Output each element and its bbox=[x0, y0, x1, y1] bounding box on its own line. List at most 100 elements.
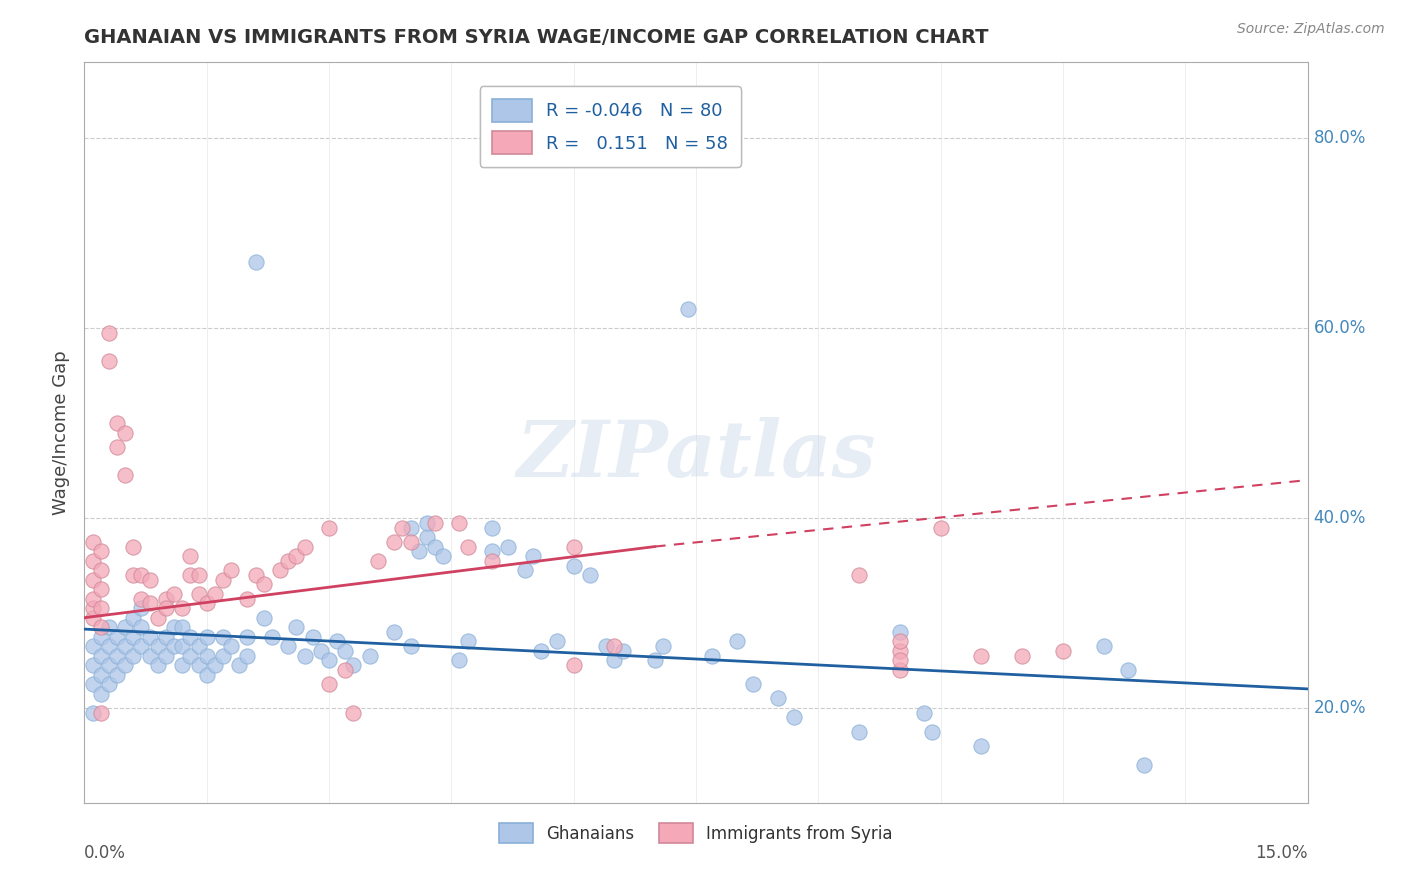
Text: Source: ZipAtlas.com: Source: ZipAtlas.com bbox=[1237, 22, 1385, 37]
Point bbox=[90, 601, 112, 615]
Point bbox=[498, 540, 520, 554]
Point bbox=[114, 658, 136, 673]
Point bbox=[212, 648, 235, 663]
Point bbox=[236, 591, 259, 606]
Point bbox=[204, 658, 226, 673]
Point bbox=[546, 634, 568, 648]
Point bbox=[595, 639, 617, 653]
Point bbox=[367, 554, 389, 568]
Point bbox=[562, 558, 585, 573]
Point bbox=[97, 639, 120, 653]
Point bbox=[179, 648, 201, 663]
Point bbox=[269, 563, 291, 577]
Point bbox=[105, 667, 128, 681]
Point bbox=[530, 644, 553, 658]
Point bbox=[277, 554, 299, 568]
Point bbox=[301, 630, 323, 644]
Text: 60.0%: 60.0% bbox=[1313, 319, 1367, 337]
Point bbox=[138, 597, 160, 611]
Point bbox=[1116, 663, 1139, 677]
Point bbox=[114, 620, 136, 634]
Point bbox=[562, 658, 585, 673]
Point bbox=[294, 540, 316, 554]
Point bbox=[82, 573, 104, 587]
Point bbox=[219, 639, 242, 653]
Point bbox=[187, 639, 209, 653]
Point bbox=[90, 687, 112, 701]
Point bbox=[228, 658, 250, 673]
Point bbox=[138, 648, 160, 663]
Point bbox=[326, 634, 349, 648]
Point bbox=[97, 620, 120, 634]
Point bbox=[457, 634, 479, 648]
Point bbox=[702, 648, 724, 663]
Point bbox=[318, 653, 340, 667]
Point bbox=[391, 520, 413, 534]
Point bbox=[131, 568, 153, 582]
Point bbox=[889, 624, 911, 639]
Point bbox=[90, 630, 112, 644]
Point bbox=[163, 620, 186, 634]
Point bbox=[163, 587, 186, 601]
Point bbox=[245, 254, 267, 268]
Point bbox=[219, 563, 242, 577]
Point bbox=[603, 653, 626, 667]
Point bbox=[889, 663, 911, 677]
Point bbox=[416, 516, 439, 530]
Point bbox=[122, 540, 145, 554]
Point bbox=[82, 534, 104, 549]
Point bbox=[131, 639, 153, 653]
Point bbox=[195, 630, 218, 644]
Point bbox=[90, 563, 112, 577]
Point bbox=[179, 568, 201, 582]
Point bbox=[335, 644, 357, 658]
Point bbox=[742, 677, 765, 691]
Point bbox=[155, 630, 177, 644]
Point bbox=[603, 639, 626, 653]
Point bbox=[146, 658, 169, 673]
Point bbox=[105, 648, 128, 663]
Point bbox=[970, 648, 993, 663]
Point bbox=[294, 648, 316, 663]
Point bbox=[1092, 639, 1115, 653]
Point bbox=[399, 534, 422, 549]
Point bbox=[423, 516, 446, 530]
Point bbox=[90, 620, 112, 634]
Point bbox=[146, 611, 169, 625]
Point bbox=[90, 667, 112, 681]
Point bbox=[481, 520, 503, 534]
Point bbox=[1011, 648, 1033, 663]
Point bbox=[652, 639, 675, 653]
Point bbox=[155, 648, 177, 663]
Point bbox=[187, 658, 209, 673]
Text: 0.0%: 0.0% bbox=[84, 844, 127, 862]
Point bbox=[889, 653, 911, 667]
Point bbox=[399, 639, 422, 653]
Text: 20.0%: 20.0% bbox=[1313, 699, 1367, 717]
Point bbox=[163, 639, 186, 653]
Point bbox=[82, 611, 104, 625]
Point bbox=[783, 710, 806, 724]
Point bbox=[481, 554, 503, 568]
Point bbox=[195, 597, 218, 611]
Point bbox=[204, 587, 226, 601]
Point bbox=[970, 739, 993, 753]
Point bbox=[285, 620, 308, 634]
Point bbox=[90, 648, 112, 663]
Point bbox=[114, 425, 136, 440]
Point bbox=[82, 639, 104, 653]
Point bbox=[131, 601, 153, 615]
Point bbox=[1052, 644, 1074, 658]
Point bbox=[105, 630, 128, 644]
Point bbox=[612, 644, 634, 658]
Point bbox=[889, 634, 911, 648]
Point bbox=[236, 648, 259, 663]
Point bbox=[449, 516, 471, 530]
Point bbox=[122, 648, 145, 663]
Point bbox=[848, 724, 870, 739]
Point bbox=[382, 534, 405, 549]
Point bbox=[457, 540, 479, 554]
Point bbox=[766, 691, 789, 706]
Point bbox=[82, 677, 104, 691]
Point bbox=[335, 663, 357, 677]
